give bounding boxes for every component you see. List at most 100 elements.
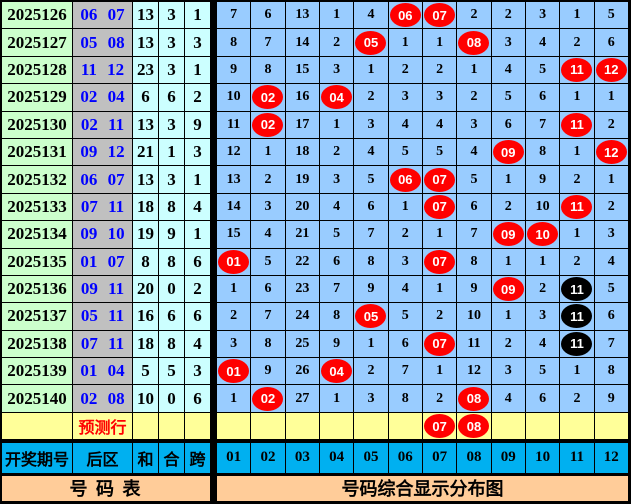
grid-cell: 22 [285,248,320,276]
red-ball: 05 [355,304,387,329]
tail-cell: 8 [159,193,185,222]
prediction-row: 预测行 07 08 [2,412,629,441]
period-cell: 2025126 [2,2,73,30]
period-cell: 2025127 [2,29,73,57]
grid-cell: 1 [388,193,423,222]
grid-cell: 12 [457,358,492,386]
grid-cell: 2 [354,84,389,112]
grid-cell: 08 [457,412,492,441]
grid-cell: 1 [560,84,595,112]
grid-cell: 23 [285,275,320,304]
grid-cell: 6 [525,84,561,112]
span-cell: 3 [185,358,211,386]
span-cell: 1 [185,221,211,249]
span-cell: 4 [185,330,211,359]
sum-cell: 5 [133,358,159,386]
backzone-cell: 09 11 [73,275,133,304]
grid-cell: 2 [422,56,458,85]
prediction-sum-cell [133,412,159,441]
backzone-cell: 06 07 [73,166,133,194]
red-ball: 07 [424,167,456,192]
red-ball: 07 [424,414,456,439]
red-ball: 12 [595,140,627,165]
backzone-cell: 02 04 [73,84,133,112]
header-number-cell: 03 [285,443,320,474]
red-ball: 07 [424,331,456,356]
grid-cell: 18 [285,138,320,167]
span-cell: 3 [185,138,211,167]
backzone-cell: 05 11 [73,303,133,331]
period-cell: 2025130 [2,111,73,139]
tail-cell: 1 [159,138,185,167]
grid-cell: 20 [285,193,320,222]
vertical-divider [211,2,217,30]
grid-cell: 6 [388,330,423,359]
period-cell: 2025138 [2,330,73,359]
sum-cell: 13 [133,166,159,194]
footer-title-right: 号码综合显示分布图 [217,475,629,502]
red-ball: 01 [218,359,250,384]
vertical-divider [211,166,217,194]
header-number-cell: 07 [422,443,458,474]
grid-cell: 04 [319,84,355,112]
period-cell: 2025128 [2,56,73,85]
grid-cell: 2 [422,385,458,413]
grid-cell: 2 [319,29,355,57]
header-number-cell: 05 [354,443,389,474]
grid-cell: 2 [251,166,286,194]
span-cell: 3 [185,29,211,57]
grid-cell: 1 [560,2,595,30]
grid-cell: 6 [594,29,629,57]
grid-cell: 1 [525,248,561,276]
grid-cell: 7 [594,330,629,359]
backzone-cell: 09 10 [73,221,133,249]
grid-cell: 1 [354,56,389,85]
chart-row: 2025135 01 07 8 8 6 01 5 22 6 8 3 07 8 1 1 2 4 [2,248,629,276]
grid-cell: 3 [217,330,252,359]
red-ball: 02 [252,112,284,137]
grid-cell: 9 [594,385,629,413]
grid-cell: 2 [594,193,629,222]
grid-cell: 11 [560,193,595,222]
grid-cell: 2 [388,221,423,249]
period-cell: 2025135 [2,248,73,276]
grid-cell: 10 [525,193,561,222]
grid-cell: 17 [285,111,320,139]
grid-cell: 8 [388,385,423,413]
grid-cell: 14 [285,29,320,57]
grid-cell: 02 [251,84,286,112]
grid-cell: 1 [594,166,629,194]
vertical-divider [211,84,217,112]
grid-cell: 3 [422,84,458,112]
grid-cell [594,412,629,441]
grid-cell: 4 [422,111,458,139]
tail-cell: 8 [159,330,185,359]
grid-cell: 04 [319,358,355,386]
grid-cell: 8 [251,330,286,359]
prediction-label: 预测行 [73,412,133,441]
grid-cell: 4 [525,330,561,359]
grid-cell [560,412,595,441]
grid-cell: 1 [388,29,423,57]
grid-cell: 5 [457,166,492,194]
chart-row: 2025130 02 11 13 3 9 11 02 17 1 3 4 4 3 6 7 11 2 [2,111,629,139]
grid-cell: 09 [491,221,526,249]
grid-cell [491,412,526,441]
prediction-period-cell [2,412,73,441]
grid-cell: 9 [457,275,492,304]
black-ball: 11 [561,277,593,302]
red-ball: 11 [561,112,593,137]
sum-cell: 13 [133,2,159,30]
grid-cell: 8 [457,248,492,276]
vertical-divider [211,111,217,139]
grid-cell: 3 [491,358,526,386]
vertical-divider [211,358,217,386]
header-backzone: 后区 [73,443,133,474]
chart-row: 2025126 06 07 13 3 1 7 6 13 1 4 06 07 2 2 3 1 5 [2,2,629,30]
vertical-divider [211,443,217,474]
grid-cell: 2 [319,138,355,167]
grid-cell: 5 [251,248,286,276]
vertical-divider [211,330,217,359]
grid-cell: 1 [217,275,252,304]
